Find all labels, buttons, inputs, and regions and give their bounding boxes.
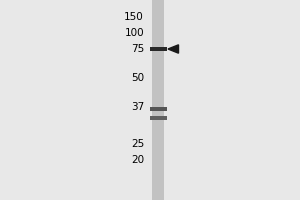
Bar [150, 116, 166, 120]
Text: 20: 20 [131, 155, 144, 165]
Text: 50: 50 [131, 73, 144, 83]
Bar [152, 0, 164, 200]
Bar [150, 107, 166, 111]
Text: 100: 100 [124, 28, 144, 38]
Bar [150, 47, 166, 51]
Text: 37: 37 [131, 102, 144, 112]
Polygon shape [168, 45, 178, 53]
Text: 25: 25 [131, 139, 144, 149]
Text: 75: 75 [131, 44, 144, 54]
Text: 150: 150 [124, 12, 144, 22]
